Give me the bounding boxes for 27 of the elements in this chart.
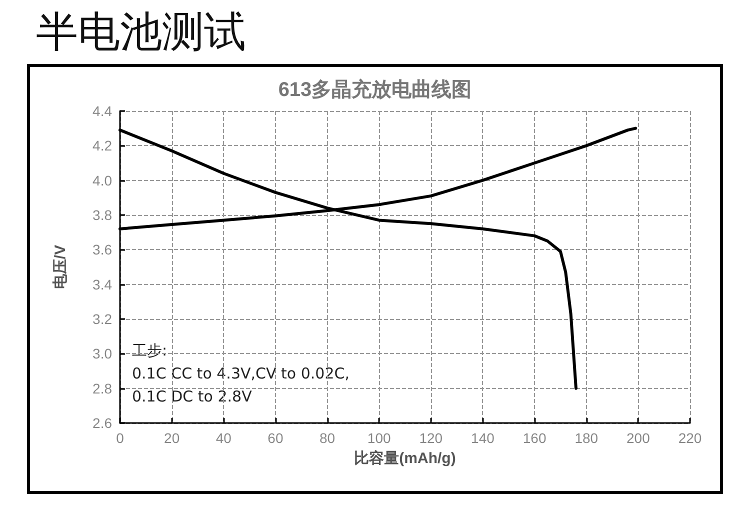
y-tick-label: 2.8 (92, 380, 112, 396)
x-tick-label: 100 (367, 430, 391, 446)
x-tick-label: 20 (164, 430, 180, 446)
y-tick-label: 4.2 (92, 138, 112, 154)
y-tick-label: 4.4 (92, 103, 112, 119)
y-axis-title: 电压/V (52, 244, 69, 290)
x-tick-label: 0 (116, 430, 124, 446)
x-tick-label: 140 (471, 430, 495, 446)
y-tick-label: 3.8 (92, 207, 112, 223)
y-tick-label: 2.6 (92, 415, 112, 431)
x-tick-label: 40 (216, 430, 232, 446)
x-tick-label: 80 (319, 430, 336, 446)
y-tick-label: 3.6 (92, 242, 112, 258)
x-tick-label: 160 (522, 430, 546, 446)
x-tick-label: 120 (419, 430, 443, 446)
chart-title: 半电池测试 (36, 6, 246, 58)
x-tick-label: 220 (678, 430, 702, 446)
y-tick-label: 4.0 (92, 172, 112, 188)
annotation: 0.1C DC to 2.8V (132, 388, 253, 406)
x-tick-label: 180 (574, 430, 598, 446)
y-tick-label: 3.0 (92, 346, 112, 362)
x-tick-label: 60 (268, 430, 284, 446)
chart-subtitle: 613多晶充放电曲线图 (278, 78, 472, 101)
y-tick-label: 3.4 (92, 276, 112, 292)
x-axis-title: 比容量(mAh/g) (354, 449, 456, 467)
y-tick-label: 3.2 (92, 311, 112, 327)
x-tick-label: 200 (626, 430, 650, 446)
